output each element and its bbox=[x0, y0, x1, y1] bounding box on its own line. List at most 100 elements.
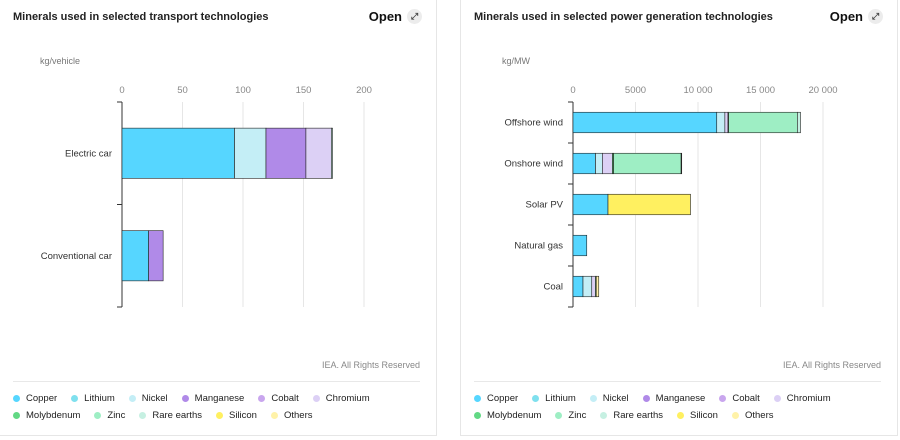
legend-label: Rare earths bbox=[152, 410, 202, 421]
chart-title: Minerals used in selected power generati… bbox=[474, 11, 773, 23]
x-tick-label: 50 bbox=[177, 85, 188, 96]
legend-dot-icon bbox=[139, 412, 147, 419]
bar-segment-electric-car-rare-earths[interactable] bbox=[331, 127, 333, 179]
x-tick-label: 5000 bbox=[625, 85, 646, 96]
legend-item-cobalt[interactable]: Cobalt bbox=[258, 393, 299, 404]
open-label: Open bbox=[829, 9, 863, 24]
credit-text: IEA. All Rights Reserved bbox=[782, 360, 881, 370]
legend-label: Copper bbox=[26, 393, 58, 404]
legend-item-molybdenum[interactable]: Molybdenum bbox=[13, 410, 80, 421]
bar-segment-electric-car-nickel[interactable] bbox=[234, 127, 267, 179]
legend-item-others[interactable]: Others bbox=[731, 410, 774, 421]
legend-dot-icon bbox=[642, 395, 650, 402]
expand-icon: ⤢ bbox=[868, 9, 883, 24]
legend-label: Chromium bbox=[325, 393, 370, 404]
legend-dot-icon bbox=[258, 395, 266, 402]
legend-label: Nickel bbox=[141, 393, 168, 404]
bar-segment-offshore-wind-zinc[interactable] bbox=[728, 111, 798, 134]
legend-item-chromium[interactable]: Chromium bbox=[312, 393, 370, 404]
legend-divider bbox=[474, 381, 881, 382]
bar-segment-coal-nickel[interactable] bbox=[582, 275, 593, 298]
legend-label: Chromium bbox=[786, 393, 831, 404]
bar-segment-natural-gas-copper[interactable] bbox=[572, 234, 588, 257]
legend-item-rare-earths[interactable]: Rare earths bbox=[600, 410, 663, 421]
legend-item-nickel[interactable]: Nickel bbox=[128, 393, 168, 404]
legend-dot-icon bbox=[589, 395, 597, 402]
x-tick-label: 200 bbox=[356, 85, 372, 96]
bar-segment-onshore-wind-nickel[interactable] bbox=[595, 152, 603, 175]
transport-chart-card: Minerals used in selected transport tech… bbox=[0, 0, 437, 436]
bar-segment-solar-pv-silicon[interactable] bbox=[607, 193, 691, 216]
legend-dot-icon bbox=[676, 412, 684, 419]
bar-segment-offshore-wind-rare-earths[interactable] bbox=[797, 111, 801, 134]
legend-item-zinc[interactable]: Zinc bbox=[555, 410, 586, 421]
unit-label: kg/vehicle bbox=[40, 56, 80, 66]
legend-label: Manganese bbox=[194, 393, 245, 404]
bar-segment-onshore-wind-rare-earths[interactable] bbox=[680, 152, 683, 175]
legend-dot-icon bbox=[773, 395, 781, 402]
bar-segment-solar-pv-copper[interactable] bbox=[572, 193, 609, 216]
legend-label: Molybdenum bbox=[487, 410, 542, 421]
legend-item-nickel[interactable]: Nickel bbox=[589, 393, 629, 404]
legend-item-zinc[interactable]: Zinc bbox=[94, 410, 125, 421]
legend-item-copper[interactable]: Copper bbox=[13, 393, 57, 404]
legend-label: Lithium bbox=[84, 393, 115, 404]
bar-segment-conventional-car-manganese[interactable] bbox=[148, 230, 164, 282]
legend-item-manganese[interactable]: Manganese bbox=[642, 393, 706, 404]
category-label-electric-car: Electric car bbox=[65, 148, 112, 159]
legend-item-cobalt[interactable]: Cobalt bbox=[719, 393, 760, 404]
legend-dot-icon bbox=[600, 412, 608, 419]
bar-segment-conventional-car-copper[interactable] bbox=[121, 230, 149, 282]
bar-segment-onshore-wind-chromium[interactable] bbox=[602, 152, 613, 175]
legend-dot-icon bbox=[474, 412, 481, 419]
legend-item-lithium[interactable]: Lithium bbox=[532, 393, 576, 404]
category-label-offshore-wind: Offshore wind bbox=[505, 118, 563, 129]
legend-item-manganese[interactable]: Manganese bbox=[181, 393, 245, 404]
legend-label: Cobalt bbox=[732, 393, 760, 404]
legend-item-chromium[interactable]: Chromium bbox=[773, 393, 831, 404]
x-tick-label: 20 000 bbox=[808, 85, 837, 96]
credit-text: IEA. All Rights Reserved bbox=[321, 360, 420, 370]
legend: Copper Lithium Nickel Manganese Cobalt Chromi… bbox=[474, 393, 887, 421]
legend-item-lithium[interactable]: Lithium bbox=[71, 393, 115, 404]
open-label: Open bbox=[368, 9, 402, 24]
legend-item-copper[interactable]: Copper bbox=[474, 393, 518, 404]
legend-label: Manganese bbox=[655, 393, 706, 404]
bar-segment-onshore-wind-copper[interactable] bbox=[572, 152, 596, 175]
bar-segment-coal-others[interactable] bbox=[595, 275, 600, 298]
legend-label: Zinc bbox=[568, 410, 587, 421]
x-tick-label: 0 bbox=[570, 85, 575, 96]
bar-segment-electric-car-chromium[interactable] bbox=[305, 127, 332, 179]
open-button[interactable]: Open ⤢ bbox=[830, 9, 883, 24]
legend-divider bbox=[13, 381, 420, 382]
legend-item-rare-earths[interactable]: Rare earths bbox=[139, 410, 202, 421]
legend-dot-icon bbox=[13, 395, 20, 402]
bar-segment-electric-car-copper[interactable] bbox=[121, 127, 235, 179]
bar-segment-electric-car-manganese[interactable] bbox=[265, 127, 307, 179]
x-tick-label: 100 bbox=[235, 85, 251, 96]
bar-segment-onshore-wind-zinc[interactable] bbox=[613, 152, 682, 175]
legend-item-molybdenum[interactable]: Molybdenum bbox=[474, 410, 541, 421]
legend-dot-icon bbox=[128, 395, 136, 402]
bar-segment-offshore-wind-chromium[interactable] bbox=[724, 111, 729, 134]
bar-segment-offshore-wind-nickel[interactable] bbox=[716, 111, 726, 134]
legend-item-others[interactable]: Others bbox=[270, 410, 313, 421]
category-label-onshore-wind: Onshore wind bbox=[504, 159, 563, 170]
x-tick-label: 150 bbox=[296, 85, 312, 96]
legend-label: Silicon bbox=[228, 410, 257, 421]
bar-segment-offshore-wind-copper[interactable] bbox=[572, 111, 718, 134]
legend-label: Silicon bbox=[689, 410, 718, 421]
power-chart-card: Minerals used in selected power generati… bbox=[460, 0, 898, 436]
bar-segment-coal-copper[interactable] bbox=[572, 275, 584, 298]
open-button[interactable]: Open ⤢ bbox=[369, 9, 422, 24]
legend-dot-icon bbox=[94, 412, 102, 419]
chart-title: Minerals used in selected transport tech… bbox=[13, 11, 269, 23]
category-label-conventional-car: Conventional car bbox=[41, 251, 112, 262]
unit-label: kg/MW bbox=[502, 56, 531, 66]
bar-segment-coal-chromium[interactable] bbox=[591, 275, 596, 298]
legend-item-silicon[interactable]: Silicon bbox=[676, 410, 718, 421]
legend-dot-icon bbox=[215, 412, 223, 419]
legend-dot-icon bbox=[270, 412, 278, 419]
legend-item-silicon[interactable]: Silicon bbox=[215, 410, 257, 421]
legend-label: Nickel bbox=[602, 393, 629, 404]
